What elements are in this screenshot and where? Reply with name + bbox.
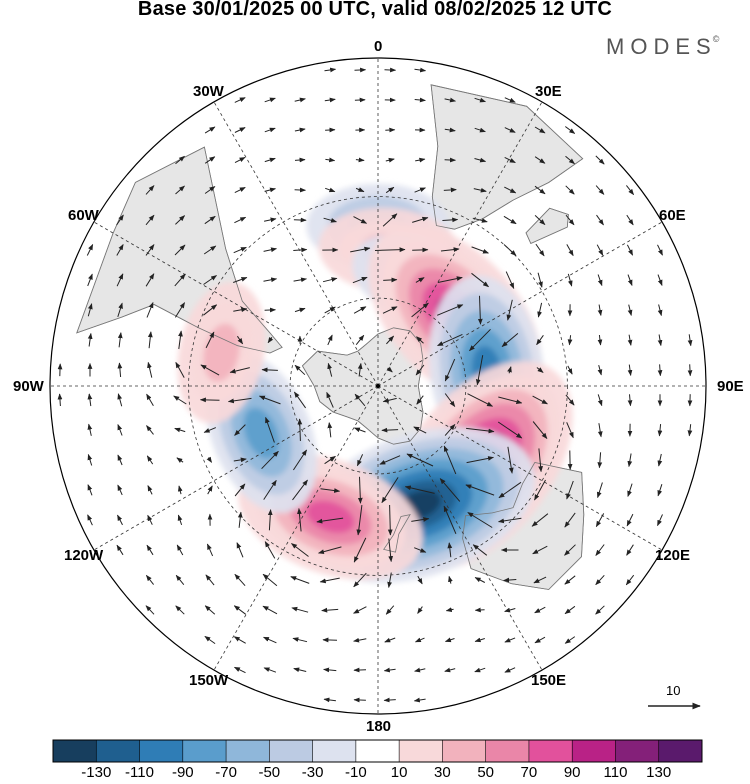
longitude-label: 180 [366, 718, 391, 735]
colorbar-swatch [313, 740, 357, 762]
colorbar-swatch [356, 740, 400, 762]
wind-vector [690, 364, 691, 375]
colorbar-swatch [269, 740, 313, 762]
colorbar-tick-label: 110 [604, 764, 628, 781]
wind-vector [201, 400, 220, 401]
colorbar-tick-label: -50 [258, 764, 280, 781]
colorbar-tick-label: -70 [215, 764, 237, 781]
colorbar-tick-label: -90 [172, 764, 194, 781]
colorbar-tick-label: -130 [81, 764, 111, 781]
longitude-label: 90E [717, 378, 744, 395]
colorbar-tick-label: 30 [434, 764, 451, 781]
longitude-label: 150E [531, 672, 566, 689]
colorbar-swatch [183, 740, 227, 762]
colorbar-swatch [442, 740, 486, 762]
colorbar-tick-label: 130 [646, 764, 671, 781]
colorbar-swatch [486, 740, 530, 762]
longitude-label: 60W [68, 207, 99, 224]
colorbar-swatch [96, 740, 140, 762]
reference-vector-label: 10 [666, 683, 680, 698]
longitude-label: 60E [659, 207, 686, 224]
colorbar-swatch [226, 740, 270, 762]
longitude-label: 0 [374, 38, 382, 55]
colorbar-tick-labels: -130 -110 -90 -70 -50 -30 -10 10 30 50 70 90 110 130 [0, 764, 750, 784]
longitude-label: 30E [535, 83, 562, 100]
colorbar-swatch [399, 740, 443, 762]
wind-vector [355, 70, 366, 71]
south-pole-marker [376, 384, 380, 388]
wind-vector [325, 130, 335, 131]
colorbar-swatch [572, 740, 616, 762]
longitude-label: 120W [64, 547, 103, 564]
colorbar-tick-label: -30 [302, 764, 324, 781]
colorbar-swatch [140, 740, 184, 762]
colorbar-tick-label: 10 [391, 764, 408, 781]
colorbar-swatch [53, 740, 97, 762]
longitude-label: 120E [655, 547, 690, 564]
colorbar-tick-label: -10 [345, 764, 367, 781]
colorbar-tick-label: 90 [564, 764, 581, 781]
colorbar-tick-label: 50 [477, 764, 494, 781]
colorbar-swatch [615, 740, 659, 762]
wind-vector [412, 250, 428, 251]
colorbar-swatch [529, 740, 573, 762]
wind-vector [475, 610, 484, 611]
longitude-label: 30W [193, 83, 224, 100]
colorbar-tick-label: -110 [125, 764, 154, 781]
colorbar-swatch [659, 740, 703, 762]
longitude-label: 90W [13, 378, 44, 395]
colorbar-tick-label: 70 [521, 764, 538, 781]
longitude-label: 150W [189, 672, 228, 689]
colorbar [53, 740, 702, 762]
